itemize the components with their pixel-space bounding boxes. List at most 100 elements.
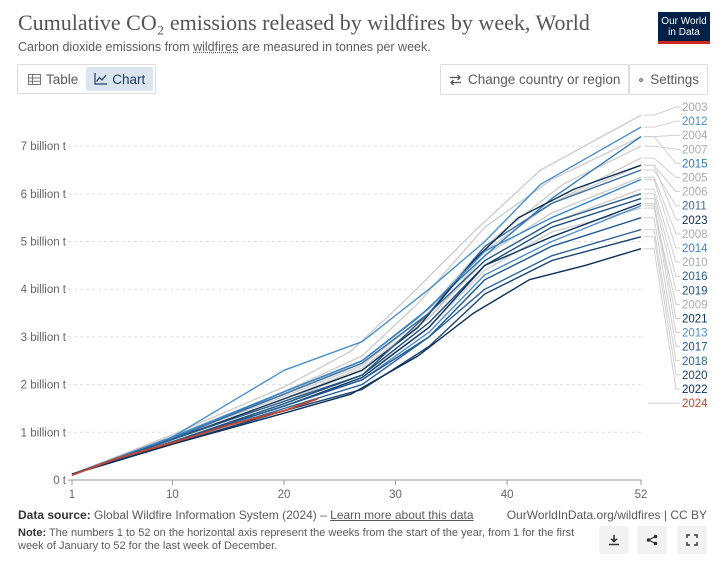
fullscreen-button[interactable] [677, 526, 707, 554]
y-tick-label: 1 billion t [21, 427, 67, 439]
legend-connector-2015 [644, 136, 680, 164]
tab-table[interactable]: Table [20, 67, 86, 91]
legend-label-2021[interactable]: 2021 [682, 314, 708, 326]
legend-label-2005[interactable]: 2005 [682, 173, 708, 185]
legend-connector-2011 [644, 169, 680, 207]
line-chart: 0 t 1 billion t 2 billion t 3 billion t 4 bi… [21, 102, 709, 501]
y-tick-label: 2 billion t [21, 380, 67, 392]
chart-note: Note: The numbers 1 to 52 on the horizon… [18, 527, 588, 553]
legend-label-2008[interactable]: 2008 [682, 229, 708, 241]
series-line-2021[interactable] [71, 202, 642, 475]
note-text: The numbers 1 to 52 on the horizontal ax… [18, 527, 575, 552]
series-line-2003[interactable] [71, 114, 642, 475]
y-tick-label: 0 t [53, 475, 67, 487]
y-tick-label: 5 billion t [21, 237, 67, 249]
gear-icon [638, 77, 644, 82]
logo-line2: in Data [668, 27, 700, 38]
series-line-2012[interactable] [71, 126, 642, 475]
download-button[interactable] [599, 526, 629, 554]
y-tick-label: 7 billion t [21, 141, 67, 153]
legend-connector-2022 [644, 248, 680, 390]
fullscreen-icon [686, 534, 698, 546]
series-line-2004[interactable] [71, 135, 642, 475]
series-line-2023[interactable] [71, 164, 642, 475]
legend-connector-2014 [644, 179, 680, 249]
legend-label-2009[interactable]: 2009 [682, 299, 708, 311]
legend-label-2006[interactable]: 2006 [682, 187, 708, 199]
series-line-2005[interactable] [71, 157, 642, 475]
legend-connector-2020 [644, 236, 680, 376]
x-tick-label: 30 [389, 489, 402, 501]
series-line-2009[interactable] [71, 207, 642, 475]
settings-label: Settings [650, 72, 699, 87]
series-line-2022[interactable] [71, 248, 642, 475]
legend-connector-2003 [644, 106, 680, 116]
series-line-2013[interactable] [71, 205, 642, 475]
source-label: Data source: [18, 508, 91, 522]
legend-label-2007[interactable]: 2007 [682, 144, 708, 156]
change-region-button[interactable]: Change country or region [440, 64, 630, 95]
legend-connector-2009 [644, 207, 680, 305]
owid-logo[interactable]: Our World in Data [658, 12, 710, 44]
legend-connector-2005 [644, 157, 680, 178]
legend-label-2024[interactable]: 2024 [682, 398, 708, 410]
tab-table-label: Table [46, 71, 79, 87]
subtitle-wildfires-link[interactable]: wildfires [193, 40, 239, 54]
learn-more-link[interactable]: Learn more about this data [330, 508, 474, 522]
series-line-2024[interactable] [71, 398, 318, 477]
view-tabs: Table Chart [17, 64, 157, 94]
legend-connector-2016 [644, 193, 680, 277]
series-line-2011[interactable] [71, 169, 642, 475]
legend-label-2018[interactable]: 2018 [682, 356, 708, 368]
legend-connector-2010 [644, 188, 680, 263]
legend-connector-2018 [644, 229, 680, 362]
change-region-label: Change country or region [468, 72, 621, 87]
legend-label-2017[interactable]: 2017 [682, 342, 708, 354]
legend-label-2011[interactable]: 2011 [682, 201, 707, 213]
x-tick-label: 40 [501, 489, 514, 501]
subtitle-suffix: are measured in tonnes per week. [238, 40, 431, 54]
tab-chart-label: Chart [112, 71, 146, 87]
x-tick-label: 20 [278, 489, 291, 501]
series-line-2014[interactable] [71, 178, 642, 475]
share-button[interactable] [637, 526, 667, 554]
line-chart-icon [94, 73, 108, 85]
legend-connector-2021 [644, 202, 680, 319]
x-tick-label: 10 [166, 489, 179, 501]
y-tick-label: 4 billion t [21, 284, 67, 296]
tab-chart[interactable]: Chart [86, 67, 154, 91]
source-url[interactable]: OurWorldInData.org/wildfires | CC BY [506, 508, 707, 522]
note-label: Note: [18, 527, 47, 539]
legend-label-2003[interactable]: 2003 [682, 102, 708, 114]
legend-label-2022[interactable]: 2022 [682, 384, 708, 396]
data-source: Data source: Global Wildfire Information… [18, 508, 474, 522]
settings-button[interactable]: Settings [629, 64, 708, 95]
legend-label-2004[interactable]: 2004 [682, 130, 708, 142]
legend-label-2012[interactable]: 2012 [682, 116, 708, 128]
y-tick-label: 3 billion t [21, 332, 67, 344]
legend-label-2015[interactable]: 2015 [682, 158, 708, 170]
legend-label-2014[interactable]: 2014 [682, 243, 708, 255]
legend-connector-2019 [644, 198, 680, 291]
chart-subtitle: Carbon dioxide emissions from wildfires … [18, 40, 431, 54]
series-line-2016[interactable] [71, 193, 642, 475]
legend-label-2023[interactable]: 2023 [682, 215, 708, 227]
table-icon [28, 73, 41, 85]
legend-label-2016[interactable]: 2016 [682, 271, 708, 283]
legend-label-2010[interactable]: 2010 [682, 257, 708, 269]
chart-title: Cumulative CO₂ emissions released by wil… [18, 10, 590, 35]
legend-label-2019[interactable]: 2019 [682, 285, 708, 297]
series-line-2017[interactable] [71, 217, 642, 475]
series-line-2015[interactable] [71, 136, 642, 475]
source-text: Global Wildfire Information System (2024… [90, 508, 331, 522]
series-line-2018[interactable] [71, 228, 642, 475]
legend-connector-2017 [644, 217, 680, 348]
series-line-2010[interactable] [71, 188, 642, 475]
legend-connector-2008 [644, 176, 680, 235]
share-icon [646, 534, 658, 546]
logo-line1: Our World [661, 16, 707, 27]
download-icon [609, 535, 619, 546]
legend-label-2013[interactable]: 2013 [682, 328, 708, 340]
y-tick-label: 6 billion t [21, 189, 67, 201]
legend-label-2020[interactable]: 2020 [682, 370, 708, 382]
